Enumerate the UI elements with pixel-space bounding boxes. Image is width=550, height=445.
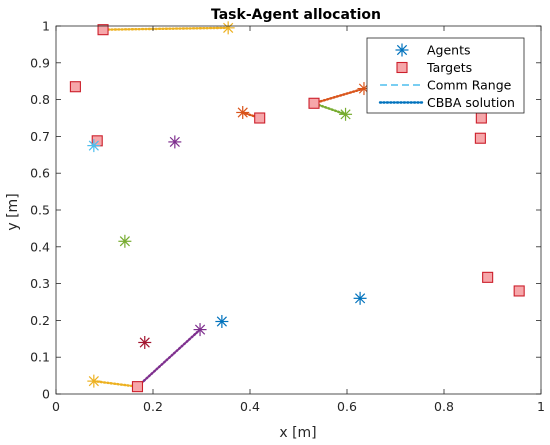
x-axis-label: x [m] <box>279 425 316 441</box>
y-tick-label: 0.6 <box>30 166 50 181</box>
agent-marker <box>168 135 182 149</box>
agent-marker <box>236 105 250 119</box>
agents-layer <box>87 21 371 388</box>
cbba-paths <box>92 26 366 388</box>
target-marker <box>308 97 320 109</box>
y-tick-label: 1 <box>42 19 50 34</box>
y-tick-label: 0.1 <box>30 350 50 365</box>
x-tick-label: 0.6 <box>337 399 357 414</box>
y-tick-label: 0 <box>42 387 50 402</box>
cbba-path <box>136 328 202 388</box>
x-tick-label: 0.2 <box>143 399 163 414</box>
y-tick-label: 0.2 <box>30 313 50 328</box>
x-tick-label: 0.4 <box>240 399 260 414</box>
agent-marker <box>215 315 229 329</box>
y-tick-label: 0.5 <box>30 203 50 218</box>
x-tick-label: 1 <box>537 399 545 414</box>
y-axis-ticks: 0 0.1 0.2 0.3 0.4 0.5 0.6 0.7 0.8 0.9 1 <box>30 19 541 402</box>
target-marker <box>474 132 486 144</box>
cbba-path <box>312 87 366 105</box>
target-marker <box>475 112 487 124</box>
y-tick-label: 0.3 <box>30 276 50 291</box>
agent-marker <box>87 139 101 153</box>
x-tick-label: 0 <box>52 399 60 414</box>
legend-box <box>366 37 525 114</box>
chart-title: Task-Agent allocation <box>211 7 381 23</box>
agent-marker <box>118 234 132 248</box>
legend-label: Targets <box>426 60 472 75</box>
legend-label: Comm Range <box>427 78 512 93</box>
target-marker <box>513 285 525 297</box>
agent-marker <box>339 107 353 121</box>
target-marker <box>131 381 144 393</box>
target-marker <box>69 81 81 93</box>
agent-marker <box>87 374 101 388</box>
agent-marker <box>221 21 235 35</box>
agent-marker <box>138 335 152 349</box>
y-axis-label: y [m] <box>5 193 21 230</box>
agent-marker <box>193 323 207 337</box>
legend: Agents Targets Comm Range CBBA solution <box>366 37 525 114</box>
cbba-path <box>92 379 139 388</box>
y-tick-label: 0.8 <box>30 92 50 107</box>
target-marker <box>482 271 494 283</box>
x-axis-ticks: 0 0.2 0.4 0.6 0.8 1 <box>52 26 545 414</box>
legend-agent-icon <box>395 43 409 57</box>
target-marker <box>97 24 109 36</box>
x-tick-label: 0.8 <box>434 399 454 414</box>
y-tick-label: 0.9 <box>30 55 50 70</box>
agent-marker <box>353 291 367 305</box>
cbba-path <box>101 26 230 31</box>
y-tick-label: 0.7 <box>30 129 50 144</box>
legend-label: CBBA solution <box>427 95 515 110</box>
target-marker <box>254 112 266 124</box>
legend-label: Agents <box>427 43 471 58</box>
y-tick-label: 0.4 <box>30 239 50 254</box>
legend-target-icon <box>396 61 408 74</box>
